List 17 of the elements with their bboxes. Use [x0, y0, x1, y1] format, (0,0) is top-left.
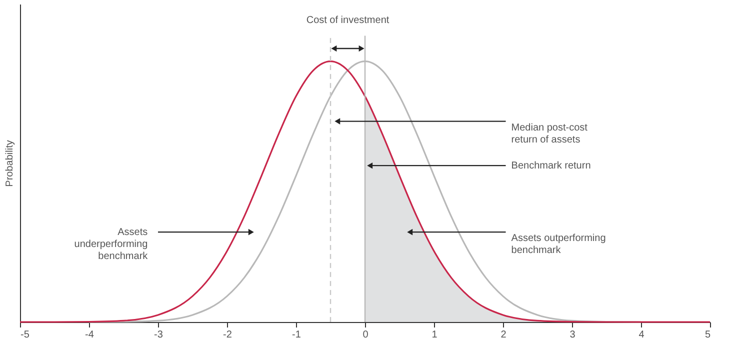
annotation: Benchmark return — [511, 160, 591, 172]
annotation: Assets outperforming benchmark — [511, 233, 606, 256]
x-tick-label: -4 — [85, 330, 94, 340]
x-tick-label: 3 — [570, 330, 576, 340]
x-tick-label: -1 — [292, 330, 302, 340]
annotation: Median post-cost return of assets — [511, 122, 588, 146]
x-tick-label: -3 — [154, 330, 164, 340]
text: Cost of investment — [306, 15, 390, 26]
annotation: Assets underperforming benchmark — [74, 227, 149, 262]
x-tick-label: 5 — [704, 330, 711, 340]
x-tick-label: -5 — [20, 330, 30, 340]
x-tick-label: 1 — [432, 330, 438, 340]
x-tick-label: -2 — [223, 330, 232, 340]
x-tick-label: 0 — [362, 330, 369, 340]
x-tick-label: 4 — [638, 330, 645, 340]
y-axis-title: Probability — [4, 140, 16, 187]
x-tick-label: 2 — [500, 330, 507, 340]
